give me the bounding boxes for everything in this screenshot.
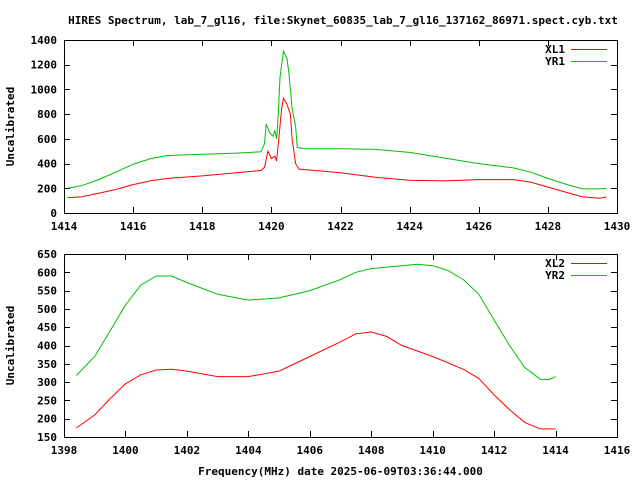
- x-tick-label: 1428: [535, 220, 562, 233]
- y-tick-label: 550: [37, 285, 57, 298]
- x-tick-label: 1416: [604, 444, 631, 457]
- x-tick-label: 1416: [120, 220, 147, 233]
- y-tick-label: 350: [37, 358, 57, 371]
- series-line-yr1: [67, 49, 607, 190]
- y-tick-label: 450: [37, 321, 57, 334]
- x-tick-label: 1412: [481, 444, 508, 457]
- y-tick-label: 400: [37, 340, 57, 353]
- y-tick-label: 400: [37, 158, 57, 171]
- x-tick-label: 1398: [51, 444, 78, 457]
- y-tick-label: 250: [37, 394, 57, 407]
- y-tick-label: 800: [37, 108, 57, 121]
- y-tick-label: 200: [37, 413, 57, 426]
- y-tick-label: 600: [37, 133, 57, 146]
- series-line-yr2: [75, 263, 556, 381]
- y-tick-label: 1000: [31, 83, 58, 96]
- x-tick-label: 1430: [604, 220, 631, 233]
- x-tick-label: 1408: [358, 444, 385, 457]
- x-tick-label: 1426: [466, 220, 493, 233]
- y-tick-label: 500: [37, 303, 57, 316]
- x-tick-label: 1400: [112, 444, 139, 457]
- y-axis-label: Uncalibrated: [4, 306, 17, 385]
- y-tick-label: 1400: [31, 34, 58, 47]
- x-tick-label: 1420: [258, 220, 285, 233]
- y-axis-label: Uncalibrated: [4, 87, 17, 166]
- figure-title: HIRES Spectrum, lab_7_gl16, file:Skynet_…: [68, 14, 618, 27]
- series-line-xl1: [67, 96, 607, 199]
- x-axis-label: Frequency(MHz) date 2025-06-09T03:36:44.…: [198, 465, 483, 478]
- series-line-xl2: [76, 331, 556, 430]
- y-tick-label: 0: [50, 207, 57, 220]
- plot-frame: [64, 40, 618, 214]
- plot-frame: [64, 254, 618, 438]
- y-tick-label: 150: [37, 431, 57, 444]
- x-tick-label: 1402: [174, 444, 201, 457]
- y-tick-label: 300: [37, 376, 57, 389]
- x-tick-label: 1414: [51, 220, 78, 233]
- legend-label: XL2: [545, 257, 565, 270]
- y-tick-label: 650: [37, 248, 57, 261]
- x-tick-label: 1410: [419, 444, 446, 457]
- y-tick-label: 600: [37, 266, 57, 279]
- x-tick-label: 1404: [235, 444, 262, 457]
- y-tick-label: 200: [37, 182, 57, 195]
- legend-label: YR2: [545, 269, 565, 282]
- x-tick-label: 1414: [542, 444, 569, 457]
- x-tick-label: 1424: [396, 220, 423, 233]
- x-tick-label: 1418: [189, 220, 216, 233]
- chart-1: 1414 1416 1418 1420 1422 1424 1426 1428 1430 0 200…: [4, 34, 630, 233]
- y-tick-label: 1200: [31, 59, 58, 72]
- x-tick-label: 1406: [297, 444, 324, 457]
- legend-label: YR1: [545, 55, 565, 68]
- legend-label: XL1: [545, 43, 565, 56]
- chart-2: 1398 1400 1402 1404 1406 1408 1410 1412 1414 1416…: [4, 248, 631, 478]
- x-tick-label: 1422: [327, 220, 354, 233]
